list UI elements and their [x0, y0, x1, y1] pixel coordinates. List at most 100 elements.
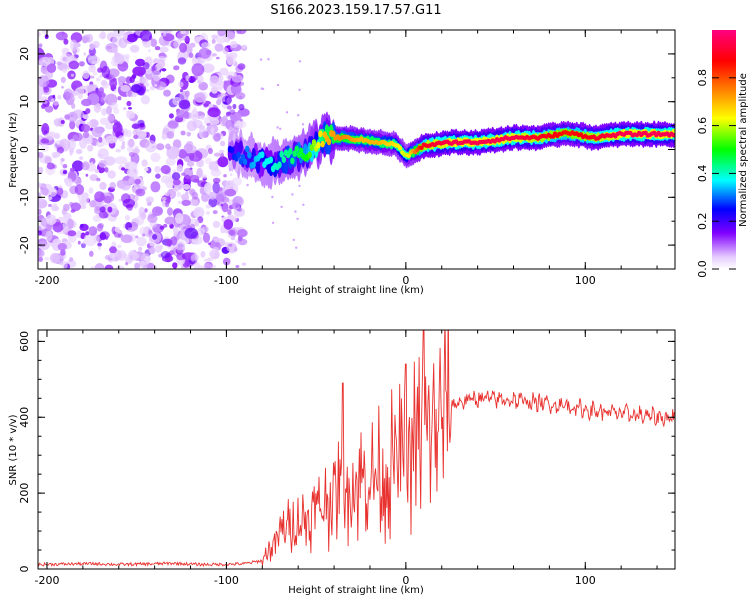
- noise-speckle: [271, 221, 275, 224]
- noise-speckle: [144, 167, 149, 171]
- noise-speckle: [55, 31, 68, 41]
- y-tick-label: 0: [18, 566, 31, 573]
- noise-speckle: [229, 40, 238, 49]
- noise-speckle: [220, 140, 226, 147]
- noise-speckle: [164, 201, 170, 208]
- ridge-blob: [326, 138, 332, 146]
- noise-speckle: [224, 188, 237, 197]
- noise-speckle: [53, 151, 61, 158]
- noise-speckle: [196, 167, 204, 179]
- noise-speckle: [125, 262, 128, 266]
- noise-speckle: [94, 263, 105, 269]
- noise-speckle: [75, 87, 85, 96]
- noise-speckle: [165, 143, 171, 150]
- noise-speckle: [38, 256, 43, 262]
- noise-speckle: [97, 245, 101, 251]
- noise-speckle: [95, 77, 101, 82]
- noise-speckle: [53, 118, 63, 127]
- noise-speckle: [206, 210, 210, 216]
- noise-speckle: [235, 265, 240, 268]
- noise-speckle: [83, 233, 97, 247]
- snr-y-axis-label: SNR (10 * v/v): [8, 414, 19, 485]
- noise-speckle: [91, 126, 103, 138]
- x-tick-label: -100: [214, 574, 239, 587]
- noise-speckle: [38, 249, 45, 258]
- noise-speckle: [230, 82, 242, 95]
- noise-speckle: [118, 82, 124, 87]
- noise-speckle: [96, 140, 105, 148]
- ridge-blob: [311, 139, 317, 146]
- noise-speckle: [200, 251, 206, 258]
- ridge-blob: [406, 153, 411, 159]
- noise-speckle: [42, 86, 50, 93]
- noise-speckle: [164, 192, 170, 197]
- noise-speckle: [297, 114, 300, 117]
- noise-speckle: [301, 123, 305, 126]
- noise-speckle: [176, 164, 183, 173]
- colorbar-label: Normalized spectral amplitude: [738, 73, 749, 227]
- noise-speckle: [59, 161, 64, 166]
- noise-speckle: [211, 38, 216, 44]
- noise-speckle: [100, 80, 108, 86]
- noise-speckle: [188, 52, 194, 59]
- noise-speckle: [74, 119, 81, 126]
- noise-speckle: [135, 215, 145, 226]
- noise-speckle: [136, 130, 147, 140]
- noise-speckle: [133, 134, 139, 140]
- noise-speckle: [89, 174, 99, 182]
- noise-speckle: [174, 240, 186, 251]
- noise-speckle: [105, 122, 115, 130]
- noise-speckle: [172, 262, 178, 269]
- noise-speckle: [165, 157, 176, 166]
- noise-speckle: [109, 78, 118, 88]
- noise-speckle: [201, 63, 215, 73]
- noise-speckle: [141, 159, 148, 167]
- noise-speckle: [108, 252, 116, 259]
- noise-speckle: [208, 191, 217, 200]
- noise-speckle: [89, 43, 94, 48]
- ridge-blob: [279, 150, 284, 158]
- noise-speckle: [225, 113, 230, 117]
- noise-speckle: [132, 129, 138, 136]
- noise-speckle: [70, 209, 76, 213]
- noise-speckle: [46, 162, 55, 170]
- noise-speckle: [57, 185, 63, 189]
- noise-speckle: [227, 209, 232, 216]
- x-tick-label: 0: [402, 274, 409, 287]
- noise-speckle: [44, 257, 50, 261]
- noise-speckle: [220, 203, 224, 207]
- noise-speckle: [163, 223, 168, 228]
- noise-speckle: [77, 240, 81, 245]
- noise-speckle: [294, 210, 297, 213]
- noise-speckle: [208, 257, 214, 262]
- noise-speckle: [52, 221, 64, 233]
- noise-speckle: [114, 156, 128, 165]
- noise-speckle: [134, 178, 141, 185]
- noise-speckle: [80, 242, 86, 249]
- noise-speckle: [98, 87, 104, 94]
- noise-speckle: [241, 262, 247, 266]
- noise-speckle: [38, 75, 50, 88]
- y-tick-label: 200: [18, 483, 31, 504]
- x-tick-label: -100: [214, 274, 239, 287]
- noise-speckle: [56, 61, 62, 66]
- noise-speckle: [135, 188, 146, 197]
- snr-series-line: [38, 330, 675, 568]
- signal-ridge: [227, 111, 675, 190]
- noise-speckle: [222, 257, 231, 266]
- noise-speckle: [177, 200, 183, 205]
- noise-speckle: [120, 144, 125, 150]
- noise-speckle: [109, 246, 117, 254]
- noise-speckle: [228, 243, 233, 247]
- noise-speckle: [63, 38, 69, 45]
- noise-speckle: [94, 191, 105, 203]
- figure-title: S166.2023.159.17.57.G11: [270, 3, 441, 18]
- noise-speckle: [69, 151, 73, 156]
- noise-speckle: [124, 214, 131, 221]
- noise-speckle: [150, 38, 157, 47]
- noise-speckle: [48, 187, 57, 197]
- noise-speckle: [68, 138, 76, 151]
- noise-speckle: [128, 252, 140, 260]
- noise-speckle: [197, 227, 206, 236]
- noise-speckle: [131, 84, 143, 93]
